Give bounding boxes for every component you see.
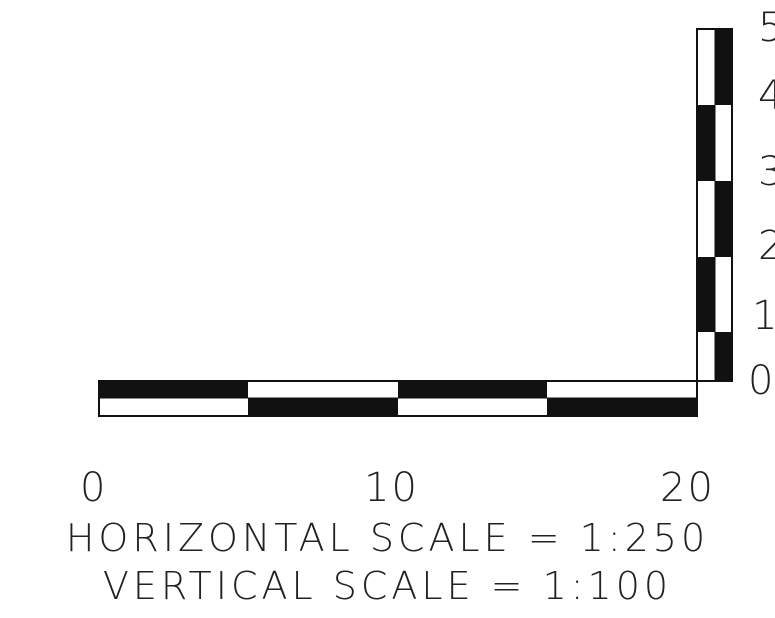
v-bar-segment: [697, 105, 715, 181]
v-tick-label: 2: [758, 223, 775, 269]
horizontal-scale-bar: [98, 380, 698, 417]
v-bar-segment: [715, 29, 732, 105]
h-tick-label: 20: [660, 465, 715, 511]
vertical-scale-caption: VERTICAL SCALE = 1:100: [102, 564, 673, 608]
h-bar-segment: [99, 381, 248, 398]
h-tick-label: 10: [364, 465, 419, 511]
v-bar-segment: [697, 257, 715, 332]
v-tick-label: 1: [752, 293, 775, 339]
h-bar-segment: [398, 381, 547, 398]
horizontal-scale-caption: HORIZONTAL SCALE = 1:250: [65, 516, 710, 560]
h-bar-segment: [248, 398, 398, 416]
h-tick-label: 0: [80, 465, 108, 511]
v-tick-label: 5: [758, 5, 775, 51]
v-tick-label: 0: [748, 358, 775, 404]
v-tick-label: 3: [758, 149, 775, 195]
vertical-scale-bar: [696, 28, 733, 382]
v-bar-segment: [715, 332, 732, 381]
v-bar-segment: [715, 181, 732, 257]
v-tick-label: 4: [758, 73, 775, 119]
h-bar-segment: [547, 398, 697, 416]
